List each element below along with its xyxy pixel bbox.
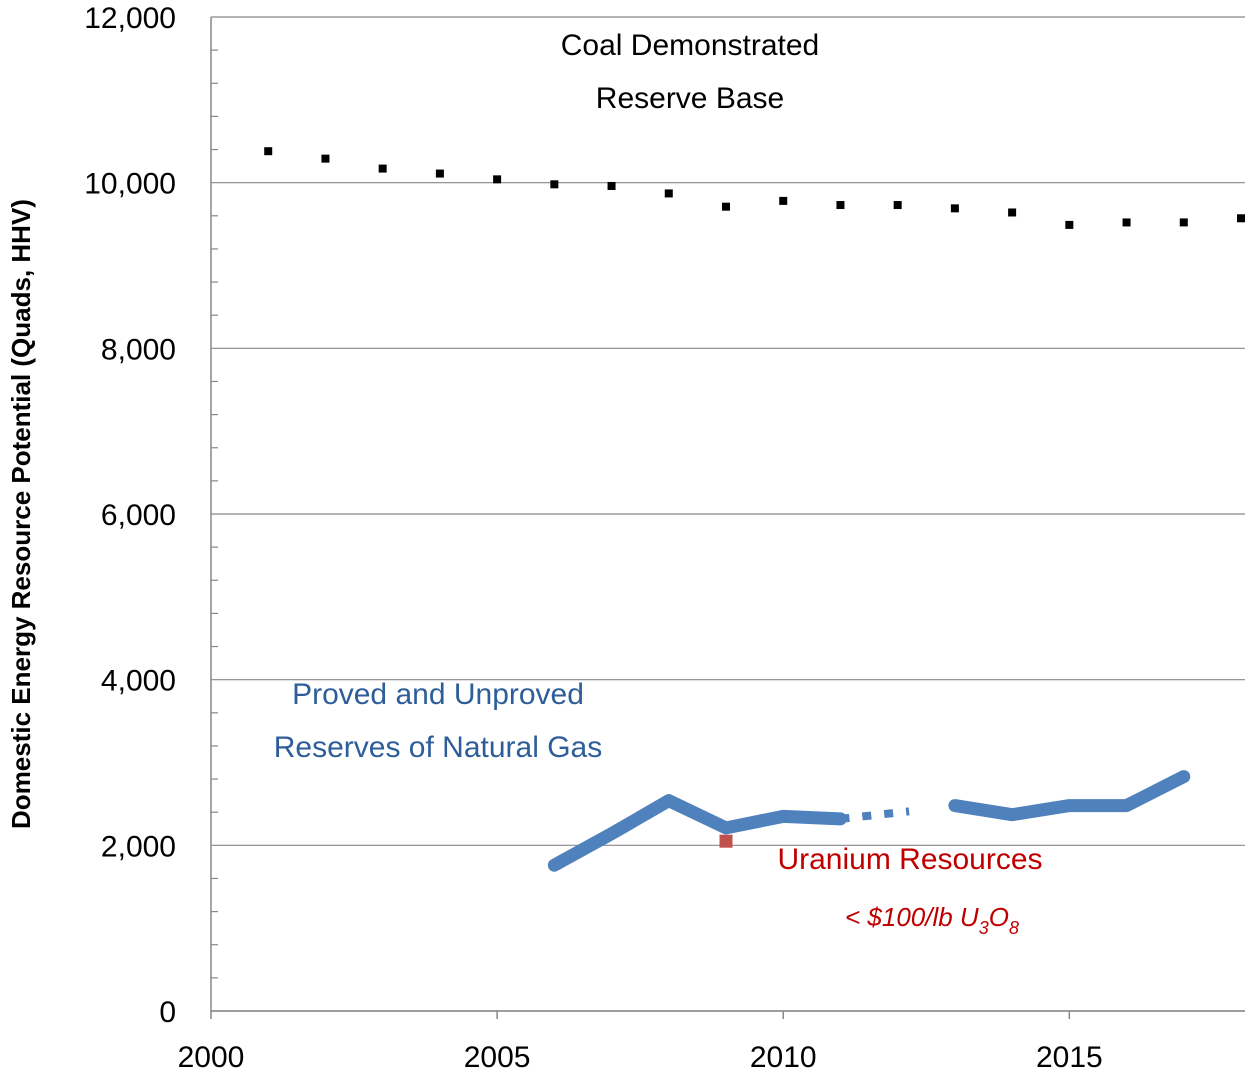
marker — [378, 164, 387, 173]
gas-annotation: Reserves of Natural Gas — [274, 731, 602, 764]
line — [547, 770, 1191, 872]
marker — [722, 202, 730, 211]
marker — [493, 175, 502, 184]
uranium-annotation: Uranium Resources — [777, 843, 1042, 876]
marker — [1065, 220, 1074, 229]
marker — [779, 196, 788, 205]
gas-annotation: Proved and Unproved — [292, 678, 584, 711]
marker — [1179, 218, 1188, 227]
x-tick-label: 2010 — [750, 1041, 817, 1074]
y-tick-label: 12,000 — [84, 2, 176, 35]
y-tick-label: 2,000 — [101, 830, 176, 863]
y-tick-label: 6,000 — [101, 499, 176, 532]
subscript: 3 — [979, 918, 989, 938]
marker — [1237, 214, 1245, 223]
marker — [1008, 208, 1017, 217]
marker — [550, 180, 559, 189]
x-tick-label: 2005 — [464, 1041, 531, 1074]
marker — [1122, 218, 1131, 227]
y-axis-label: Domestic Energy Resource Potential (Quad… — [6, 199, 36, 829]
note-text: < $100/lb U — [845, 902, 979, 932]
note-text: O — [989, 902, 1009, 932]
marker — [664, 189, 673, 198]
marker — [950, 204, 959, 213]
y-tick-label: 10,000 — [84, 168, 176, 201]
line — [840, 807, 910, 823]
y-tick-label: 8,000 — [101, 333, 176, 366]
coal-annotation: Reserve Base — [596, 82, 784, 115]
marker — [321, 154, 330, 163]
marker — [435, 169, 444, 178]
y-tick-label: 0 — [159, 996, 176, 1029]
marker — [719, 834, 733, 848]
marker — [607, 181, 616, 190]
x-tick-label: 2015 — [1036, 1041, 1103, 1074]
uranium-note: < $100/lb U3O8 — [845, 902, 1019, 938]
coal-annotation: Coal Demonstrated — [561, 29, 819, 62]
marker — [264, 147, 273, 156]
marker — [836, 201, 845, 210]
x-tick-label: 2000 — [178, 1041, 245, 1074]
subscript: 8 — [1009, 918, 1019, 938]
y-tick-label: 4,000 — [101, 665, 176, 698]
marker — [893, 201, 902, 210]
